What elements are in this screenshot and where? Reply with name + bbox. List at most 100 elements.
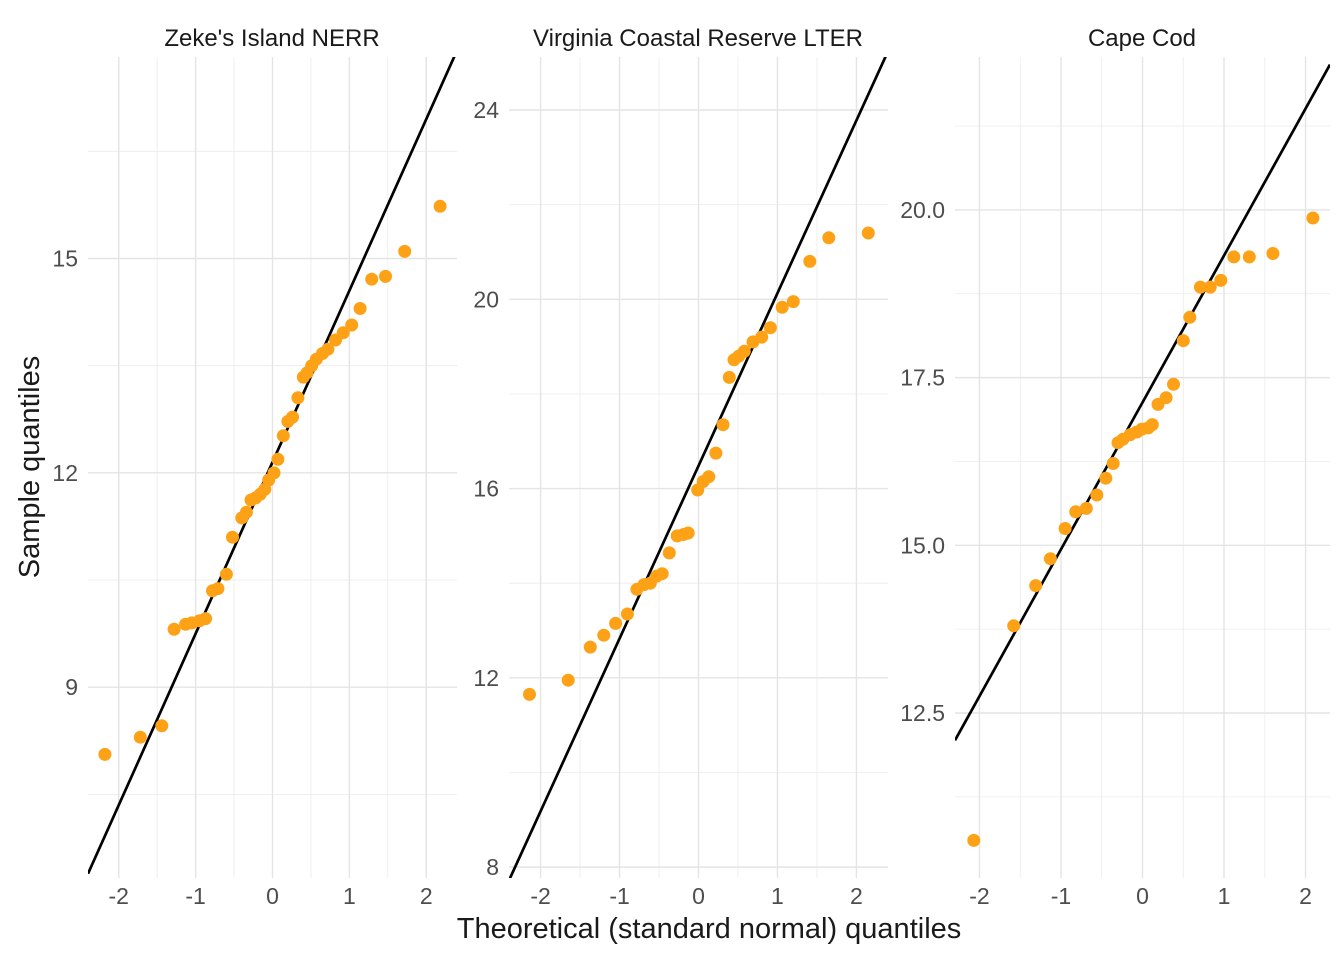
data-point bbox=[1079, 501, 1093, 515]
x-tick-label: -1 bbox=[609, 883, 629, 909]
panel-3: -2 -1 0 1 2 12.5 15.0 17.5 20.0 bbox=[900, 57, 1330, 909]
x-axis-title: Theoretical (standard normal) quantiles bbox=[457, 913, 962, 945]
y-tick-label: 12 bbox=[52, 460, 78, 486]
data-point bbox=[609, 616, 623, 630]
x-tick-label: 0 bbox=[1136, 883, 1149, 909]
x-tick-label: -2 bbox=[109, 883, 129, 909]
data-point bbox=[133, 730, 147, 744]
data-point bbox=[1058, 522, 1072, 535]
data-point bbox=[321, 342, 335, 356]
data-point bbox=[1306, 211, 1320, 225]
data-point bbox=[861, 226, 875, 240]
data-point bbox=[1099, 471, 1113, 485]
data-point bbox=[803, 254, 817, 268]
panel-title-cape-cod: Cape Cod bbox=[1088, 25, 1196, 52]
data-point bbox=[775, 300, 789, 314]
data-point bbox=[597, 628, 611, 642]
data-point bbox=[681, 526, 695, 540]
data-point bbox=[662, 546, 676, 560]
data-point bbox=[353, 302, 367, 315]
data-point bbox=[239, 505, 253, 519]
data-point bbox=[211, 582, 225, 596]
data-point bbox=[1029, 579, 1043, 593]
data-point bbox=[219, 567, 233, 581]
data-point bbox=[1159, 391, 1173, 405]
data-point bbox=[267, 466, 281, 480]
data-point bbox=[1007, 619, 1021, 633]
data-point bbox=[276, 429, 290, 443]
x-tick-label: -2 bbox=[530, 883, 550, 909]
y-tick-label: 15.0 bbox=[900, 532, 945, 558]
x-tick-label: 2 bbox=[420, 883, 433, 909]
y-tick-label: 20.0 bbox=[900, 197, 945, 223]
qq-reference-line bbox=[509, 57, 887, 878]
data-point bbox=[722, 370, 736, 384]
x-tick-label: 1 bbox=[343, 883, 356, 909]
y-tick-label: 8 bbox=[486, 854, 499, 880]
data-point bbox=[1176, 334, 1190, 348]
data-point bbox=[1043, 552, 1057, 566]
data-point bbox=[345, 318, 359, 332]
data-point bbox=[291, 391, 305, 405]
y-tick-label: 12.5 bbox=[900, 700, 945, 726]
data-point bbox=[655, 567, 669, 581]
points-group bbox=[98, 199, 447, 761]
data-point bbox=[967, 833, 981, 847]
data-point bbox=[398, 244, 412, 258]
points-group bbox=[967, 211, 1320, 847]
data-point bbox=[1266, 247, 1280, 260]
x-tick-label: 1 bbox=[771, 883, 784, 909]
data-point bbox=[822, 231, 836, 245]
data-point bbox=[620, 607, 634, 621]
data-point bbox=[1214, 273, 1228, 287]
data-point bbox=[1242, 250, 1256, 264]
data-point bbox=[365, 272, 379, 286]
x-tick-label: 0 bbox=[266, 883, 279, 909]
data-point bbox=[763, 321, 777, 335]
y-tick-label: 12 bbox=[473, 665, 499, 691]
x-tick-label: -1 bbox=[1051, 883, 1071, 909]
data-point bbox=[709, 446, 723, 460]
data-point bbox=[1203, 280, 1217, 294]
points-group bbox=[523, 226, 875, 701]
y-tick-label: 16 bbox=[473, 476, 499, 502]
data-point bbox=[755, 330, 769, 344]
data-point bbox=[1090, 488, 1104, 502]
data-point bbox=[167, 622, 181, 636]
data-point bbox=[379, 269, 392, 283]
y-tick-label: 15 bbox=[52, 245, 78, 271]
y-tick-label: 17.5 bbox=[900, 365, 945, 391]
data-point bbox=[1227, 250, 1241, 264]
x-tick-label: 2 bbox=[1299, 883, 1312, 909]
data-point bbox=[433, 199, 447, 213]
data-point bbox=[1106, 457, 1120, 470]
data-point bbox=[1145, 418, 1159, 432]
x-tick-label: -2 bbox=[969, 883, 989, 909]
data-point bbox=[1167, 377, 1180, 391]
y-tick-label: 20 bbox=[473, 286, 499, 312]
qq-line-group bbox=[509, 57, 887, 878]
x-tick-label: 0 bbox=[692, 883, 705, 909]
y-tick-label: 24 bbox=[473, 97, 499, 123]
panel-title-zekes-island-nerr: Zeke's Island NERR bbox=[164, 25, 379, 52]
data-point bbox=[583, 640, 597, 654]
data-point bbox=[199, 612, 213, 626]
x-tick-label: 2 bbox=[850, 883, 863, 909]
data-point bbox=[155, 719, 169, 733]
x-tick-label: 1 bbox=[1218, 883, 1231, 909]
data-point bbox=[98, 747, 112, 761]
data-point bbox=[702, 470, 716, 484]
x-tick-label: -1 bbox=[185, 883, 205, 909]
y-tick-label: 9 bbox=[65, 674, 78, 700]
y-axis-title: Sample quantiles bbox=[14, 356, 46, 578]
data-point bbox=[1069, 505, 1083, 519]
data-point bbox=[226, 530, 239, 544]
data-point bbox=[716, 418, 730, 432]
data-point bbox=[286, 410, 299, 424]
data-point bbox=[737, 344, 751, 358]
